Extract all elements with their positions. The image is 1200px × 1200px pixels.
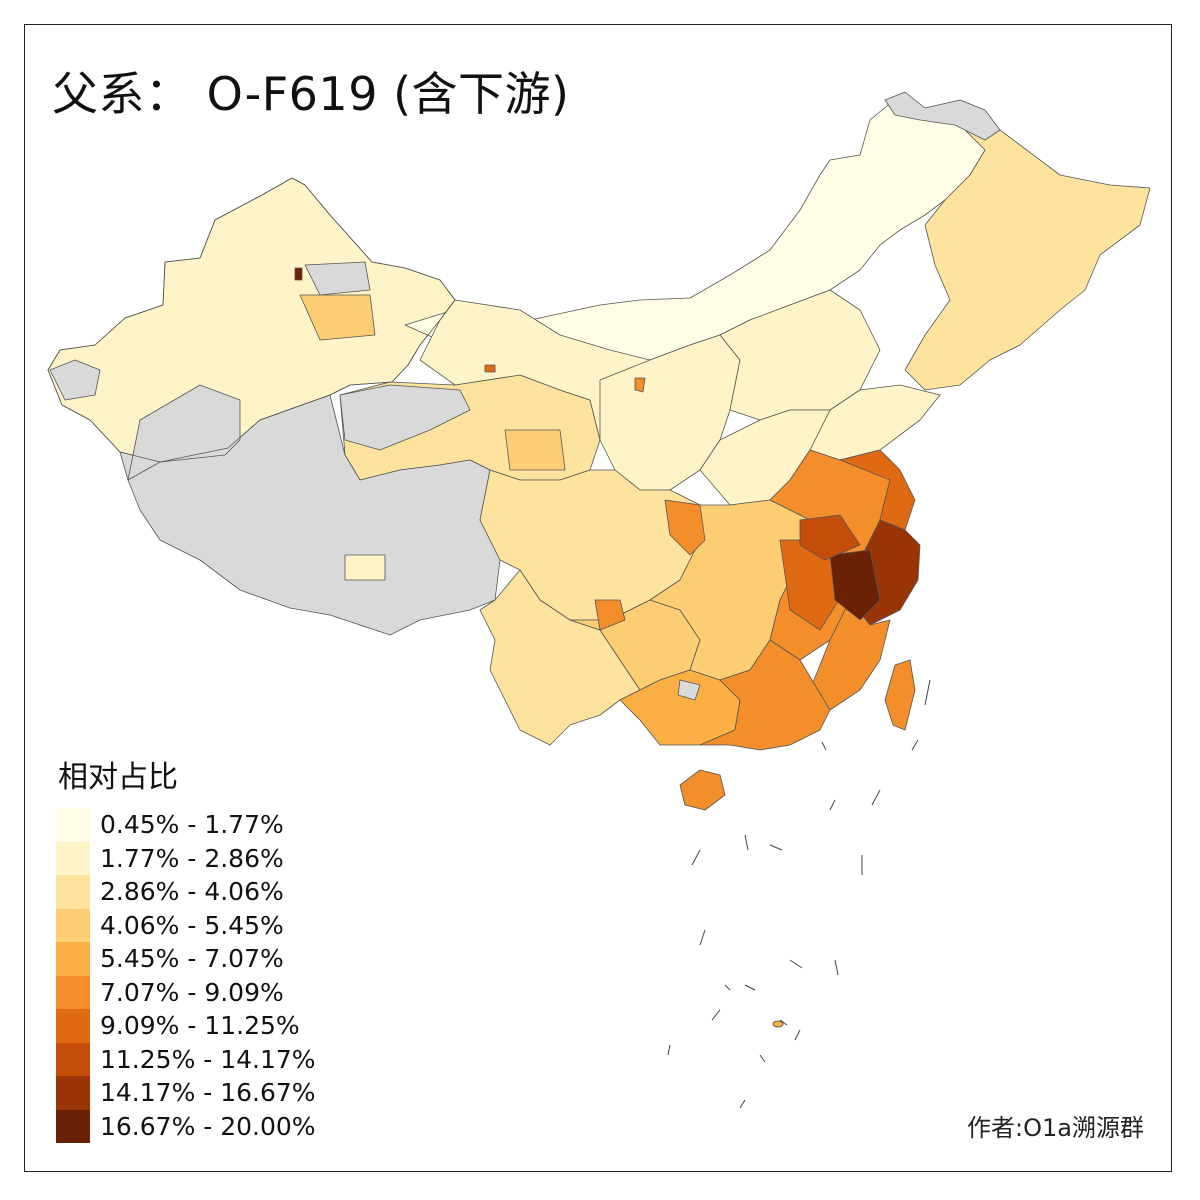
island-marker bbox=[794, 1029, 801, 1041]
region-qinghai-patch bbox=[504, 429, 566, 471]
legend-label: 7.07% - 9.09% bbox=[100, 977, 284, 1007]
legend-swatch bbox=[56, 1076, 90, 1110]
country-border bbox=[47, 177, 456, 463]
region-zhejiang-core bbox=[829, 549, 881, 621]
legend-swatch bbox=[56, 1042, 90, 1076]
island-marker bbox=[744, 984, 756, 991]
legend-item: 4.06% - 5.45% bbox=[56, 908, 316, 942]
island-marker bbox=[724, 984, 731, 991]
nodata-tarim bbox=[127, 384, 241, 481]
legend-swatch bbox=[56, 975, 90, 1009]
legend-item: 16.67% - 20.00% bbox=[56, 1109, 316, 1143]
region-jiangsu bbox=[839, 449, 916, 531]
legend-item: 1.77% - 2.86% bbox=[56, 841, 316, 875]
region-heilongjiang-jilin-liaoning bbox=[904, 119, 1151, 391]
island-marker bbox=[911, 739, 919, 751]
legend-swatch bbox=[56, 942, 90, 976]
legend-item: 11.25% - 14.17% bbox=[56, 1042, 316, 1076]
region-guizhou-hotspot bbox=[594, 599, 626, 631]
island-marker bbox=[667, 1044, 671, 1056]
legend-swatch bbox=[56, 1109, 90, 1143]
nodata-xinjiang-north bbox=[304, 261, 371, 296]
nodata-guangxi-spot bbox=[677, 679, 701, 701]
legend-label: 14.17% - 16.67% bbox=[100, 1078, 316, 1108]
map-title: 父系： O-F619 (含下游) bbox=[52, 67, 570, 121]
legend-item: 14.17% - 16.67% bbox=[56, 1076, 316, 1110]
legend-label: 4.06% - 5.45% bbox=[100, 910, 284, 940]
island-marker bbox=[834, 959, 839, 976]
region-anhui-south bbox=[799, 514, 861, 561]
island-marker bbox=[871, 789, 881, 806]
legend-swatch bbox=[56, 875, 90, 909]
nansha-island-patch bbox=[772, 1020, 784, 1028]
region-ningxia-hotspot bbox=[634, 377, 646, 393]
legend-label: 0.45% - 1.77% bbox=[100, 810, 284, 840]
island-marker bbox=[699, 929, 706, 946]
region-gansu-hotspot bbox=[484, 364, 496, 373]
nodata-xinjiang-west bbox=[49, 359, 101, 401]
legend-item: 9.09% - 11.25% bbox=[56, 1009, 316, 1043]
island-marker bbox=[739, 1099, 746, 1109]
legend-item: 5.45% - 7.07% bbox=[56, 942, 316, 976]
legend-label: 2.86% - 4.06% bbox=[100, 877, 284, 907]
region-taiwan bbox=[884, 659, 916, 731]
legend-rows: 0.45% - 1.77% 1.77% - 2.86% 2.86% - 4.06… bbox=[56, 808, 316, 1143]
region-hainan bbox=[679, 769, 726, 811]
island-marker bbox=[779, 1019, 788, 1026]
legend-label: 9.09% - 11.25% bbox=[100, 1011, 300, 1041]
legend-label: 16.67% - 20.00% bbox=[100, 1111, 316, 1141]
legend-item: 2.86% - 4.06% bbox=[56, 875, 316, 909]
legend-label: 1.77% - 2.86% bbox=[100, 843, 284, 873]
legend-title: 相对占比 bbox=[58, 760, 178, 795]
legend-swatch bbox=[56, 1009, 90, 1043]
region-sichuan-hotspot bbox=[664, 499, 706, 556]
island-marker bbox=[829, 799, 836, 811]
author-credit: 作者:O1a溯源群 bbox=[967, 1114, 1144, 1142]
island-marker bbox=[821, 741, 827, 751]
nodata-heilongjiang-north bbox=[884, 91, 1001, 141]
nodata-qinghai-north bbox=[339, 384, 471, 451]
legend-label: 5.45% - 7.07% bbox=[100, 944, 284, 974]
legend-swatch bbox=[56, 841, 90, 875]
region-guangdong bbox=[699, 639, 831, 751]
legend-label: 11.25% - 14.17% bbox=[100, 1044, 316, 1074]
legend-item: 0.45% - 1.77% bbox=[56, 808, 316, 842]
island-marker bbox=[769, 844, 783, 851]
region-xinjiang-hotspot bbox=[294, 267, 303, 281]
legend-swatch bbox=[56, 808, 90, 842]
island-marker bbox=[924, 679, 931, 706]
region-tibet-south-patch bbox=[344, 554, 386, 581]
island-marker bbox=[789, 959, 803, 969]
island-marker bbox=[759, 1054, 766, 1063]
legend-swatch bbox=[56, 908, 90, 942]
island-marker bbox=[691, 849, 701, 866]
island-marker bbox=[744, 834, 749, 851]
region-xinjiang-yellow bbox=[299, 294, 376, 341]
legend: 相对占比 0.45% - 1.77% 1.77% - 2.86% 2.86% -… bbox=[56, 752, 316, 1143]
legend-item: 7.07% - 9.09% bbox=[56, 975, 316, 1009]
island-marker bbox=[711, 1009, 721, 1021]
